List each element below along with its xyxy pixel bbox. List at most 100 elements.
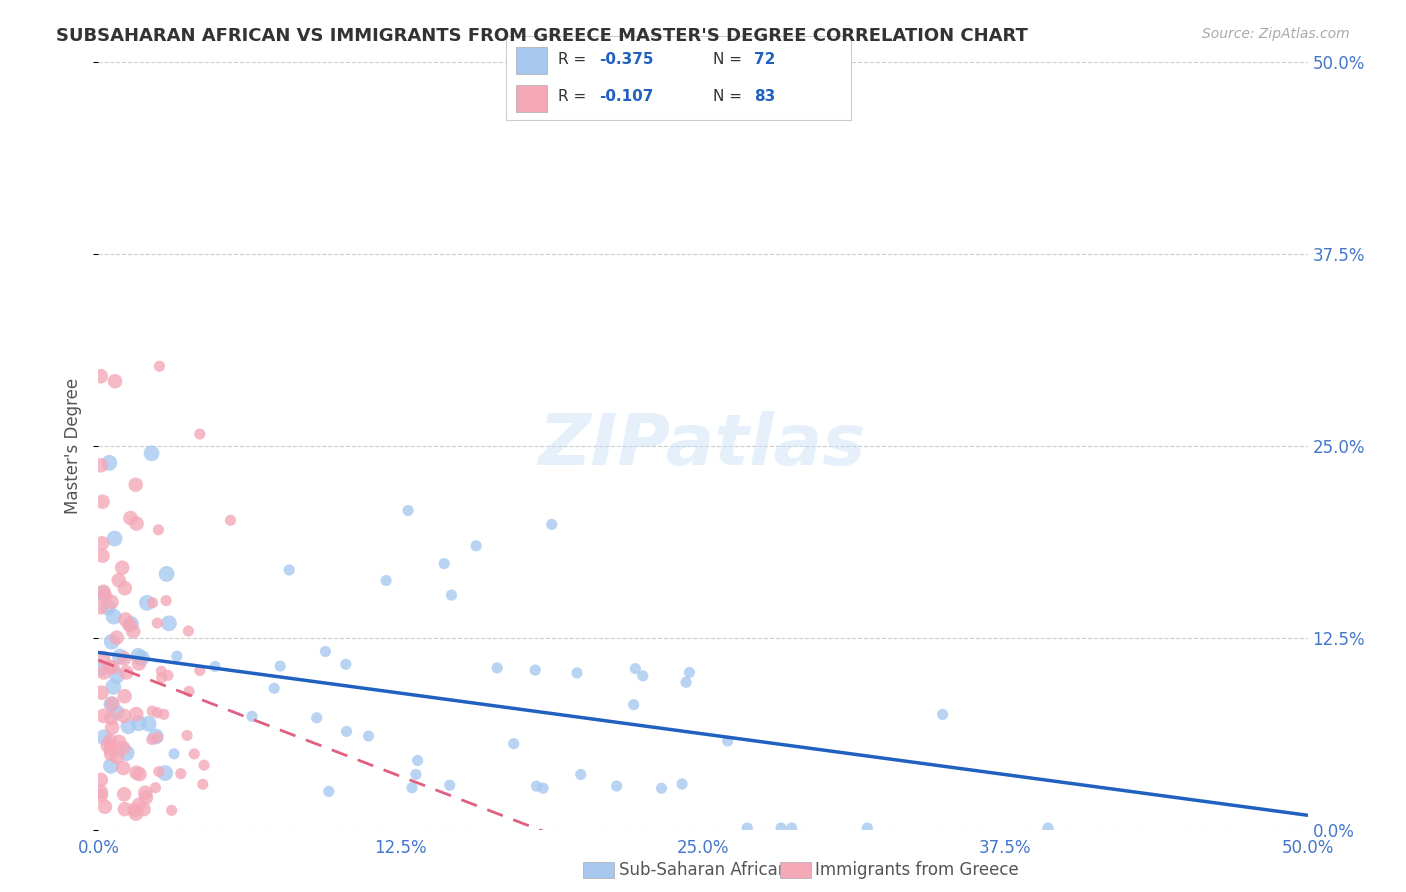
Point — [170, 766, 193, 780]
Text: N =: N = — [713, 52, 747, 67]
Point — [624, 662, 647, 676]
Point — [145, 780, 167, 795]
Point — [405, 767, 427, 781]
Point — [650, 781, 672, 796]
Point — [318, 784, 340, 798]
Point — [335, 724, 357, 739]
Point — [148, 359, 170, 374]
Point — [440, 588, 463, 602]
Point — [105, 631, 128, 645]
Point — [406, 754, 429, 768]
Point — [148, 764, 170, 779]
Point — [127, 648, 149, 663]
Point — [93, 665, 115, 680]
Point — [107, 574, 129, 588]
Point — [269, 659, 291, 673]
Point — [90, 662, 112, 676]
Point — [117, 719, 139, 733]
Point — [166, 649, 188, 664]
Point — [104, 374, 127, 388]
Point — [124, 803, 146, 817]
Point — [531, 781, 554, 796]
Point — [671, 777, 693, 791]
Point — [191, 777, 214, 791]
Point — [153, 707, 176, 722]
Point — [156, 668, 179, 682]
Point — [375, 574, 398, 588]
Text: R =: R = — [558, 52, 591, 67]
Point — [146, 731, 169, 745]
Point — [131, 651, 153, 665]
Point — [98, 660, 121, 674]
Point — [93, 730, 115, 744]
Point — [128, 767, 150, 781]
FancyBboxPatch shape — [516, 85, 547, 112]
Point — [569, 767, 592, 781]
Point — [141, 704, 163, 718]
Text: Sub-Saharan Africans: Sub-Saharan Africans — [619, 861, 797, 879]
Point — [157, 616, 180, 631]
Point — [219, 513, 242, 527]
Point — [335, 657, 357, 672]
Point — [91, 586, 114, 600]
Point — [623, 698, 645, 712]
Point — [112, 740, 135, 755]
Point — [114, 581, 136, 595]
Point — [606, 779, 628, 793]
Point — [125, 707, 148, 722]
Point — [125, 477, 148, 491]
Point — [112, 761, 135, 775]
Point — [100, 595, 122, 609]
Point — [136, 596, 159, 610]
Point — [678, 665, 700, 680]
Point — [540, 517, 562, 532]
Point — [114, 612, 136, 626]
Point — [125, 516, 148, 531]
Point — [486, 661, 509, 675]
Point — [111, 560, 134, 574]
Text: SUBSAHARAN AFRICAN VS IMMIGRANTS FROM GREECE MASTER'S DEGREE CORRELATION CHART: SUBSAHARAN AFRICAN VS IMMIGRANTS FROM GR… — [56, 27, 1028, 45]
Point — [105, 750, 128, 764]
Point — [128, 657, 150, 671]
Point — [146, 616, 169, 631]
Point — [101, 697, 124, 711]
Point — [100, 742, 122, 756]
Point — [90, 369, 112, 384]
Point — [769, 821, 792, 835]
Text: 83: 83 — [754, 89, 776, 104]
Point — [141, 732, 163, 747]
Point — [91, 651, 114, 665]
Point — [188, 664, 211, 678]
Point — [93, 584, 115, 599]
Point — [108, 649, 131, 664]
Point — [401, 780, 423, 795]
Point — [112, 709, 135, 723]
Point — [122, 624, 145, 639]
Point — [97, 739, 120, 753]
Point — [526, 779, 548, 793]
Point — [465, 539, 488, 553]
Point — [98, 734, 121, 748]
Y-axis label: Master's Degree: Master's Degree — [65, 378, 83, 514]
Text: Immigrants from Greece: Immigrants from Greece — [815, 861, 1019, 879]
Point — [91, 536, 114, 550]
Text: -0.107: -0.107 — [599, 89, 654, 104]
Point — [305, 711, 328, 725]
Text: -0.375: -0.375 — [599, 52, 654, 67]
Point — [146, 706, 169, 720]
Point — [141, 446, 163, 460]
Point — [90, 600, 112, 615]
Point — [103, 680, 125, 694]
Text: N =: N = — [713, 89, 747, 104]
Point — [240, 709, 263, 723]
Point — [115, 746, 138, 760]
Point — [101, 660, 124, 674]
Point — [100, 698, 122, 712]
Text: Source: ZipAtlas.com: Source: ZipAtlas.com — [1202, 27, 1350, 41]
Point — [112, 787, 135, 801]
Point — [94, 589, 117, 603]
Point — [134, 786, 156, 800]
Text: ZIPatlas: ZIPatlas — [540, 411, 866, 481]
Point — [90, 458, 112, 473]
Point — [263, 681, 285, 696]
